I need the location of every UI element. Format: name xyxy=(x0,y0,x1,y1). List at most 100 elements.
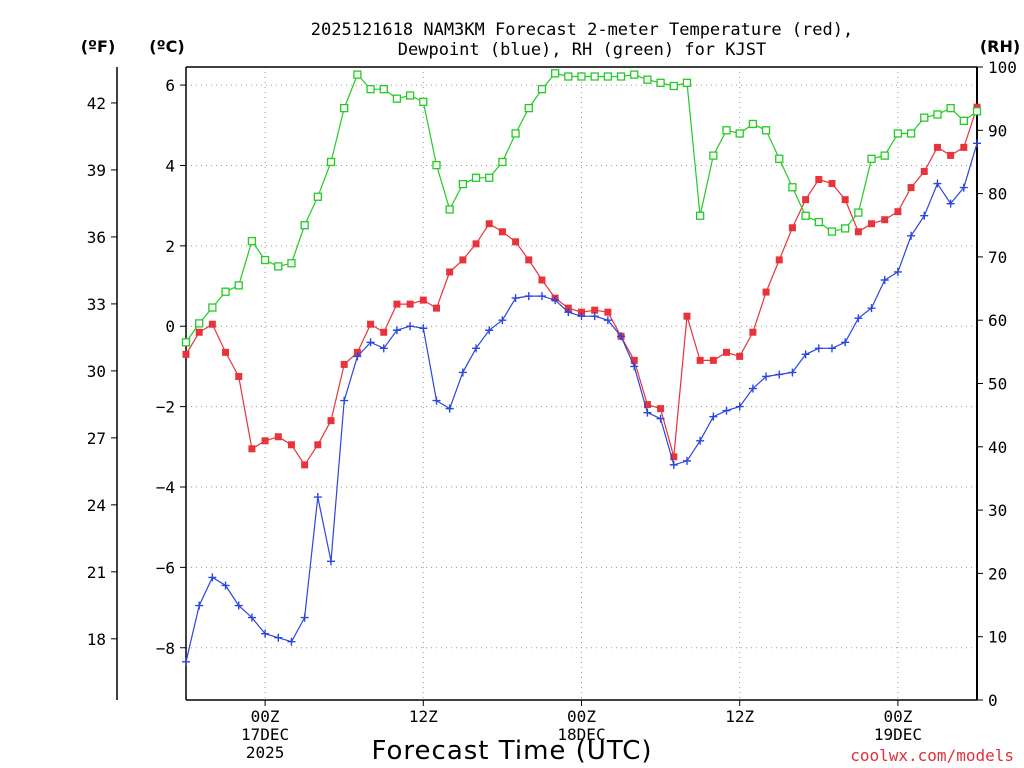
rh-point xyxy=(458,179,468,189)
rh-point xyxy=(392,94,402,103)
rh-point xyxy=(788,183,797,192)
dewpoint-point xyxy=(577,312,586,321)
rh-point xyxy=(748,119,758,129)
dewpoint-point xyxy=(854,314,863,323)
dewpoint-point xyxy=(432,396,441,405)
dewpoint-point xyxy=(907,231,916,240)
rh-point xyxy=(682,78,692,87)
temperature-point xyxy=(353,348,361,356)
dewpoint-point xyxy=(353,352,362,361)
rh-point xyxy=(537,85,547,94)
rh-point xyxy=(340,103,349,113)
rh-point xyxy=(498,157,507,167)
rh-point xyxy=(867,154,876,163)
dewpoint-point xyxy=(208,573,217,582)
rh-point xyxy=(906,129,916,138)
temperature-point xyxy=(274,433,282,441)
rh-tick-label: 100 xyxy=(988,58,1017,77)
fahrenheit-axis-unit: (ºF) xyxy=(81,37,116,56)
temperature-point xyxy=(643,401,651,409)
celsius-tick-label: 0 xyxy=(165,317,175,336)
temperature-point xyxy=(841,196,849,204)
temperature-point xyxy=(446,268,454,276)
dewpoint-point xyxy=(366,338,375,347)
temperature-point xyxy=(564,304,572,312)
temperature-point xyxy=(802,196,810,204)
time-tick-label: 12Z xyxy=(409,707,438,726)
celsius-tick-label: 2 xyxy=(165,237,175,256)
temperature-point xyxy=(525,256,533,264)
rh-point xyxy=(300,221,309,230)
temperature-point xyxy=(512,238,520,246)
dewpoint-point xyxy=(485,326,494,335)
temperature-point xyxy=(696,356,704,364)
rh-point xyxy=(181,338,191,347)
dewpoint-point xyxy=(406,322,415,331)
chart-title-line-2: Dewpoint (blue), RH (green) for KJST xyxy=(398,40,766,60)
rh-point xyxy=(260,255,270,265)
temperature-point xyxy=(591,306,599,314)
temperature-point xyxy=(933,143,941,151)
dewpoint-point xyxy=(419,324,428,333)
rh-point xyxy=(801,211,810,220)
rh-point xyxy=(643,75,652,84)
rh-tick-label: 0 xyxy=(988,691,998,710)
temperature-point xyxy=(907,184,915,192)
rh-point xyxy=(669,81,678,91)
temperature-point xyxy=(222,348,230,356)
rh-tick-label: 30 xyxy=(988,501,1007,520)
dewpoint-point xyxy=(722,406,731,415)
temperature-point xyxy=(393,300,401,308)
fahrenheit-tick-label: 18 xyxy=(87,630,106,649)
rh-point xyxy=(761,126,771,135)
rh-point xyxy=(234,281,243,290)
dewpoint-point xyxy=(511,294,520,303)
fahrenheit-tick-label: 33 xyxy=(87,295,106,314)
temperature-point xyxy=(947,151,955,159)
dewpoint-point xyxy=(893,267,902,276)
rh-point xyxy=(827,227,837,236)
celsius-axis-unit: (ºC) xyxy=(149,37,184,56)
temperature-point xyxy=(736,352,744,360)
dewpoint-point xyxy=(762,372,771,381)
dewpoint-point xyxy=(827,344,836,353)
rh-point xyxy=(616,72,626,81)
dewpoint-point xyxy=(775,370,784,379)
rh-tick-label: 70 xyxy=(988,248,1007,267)
dewpoint-point xyxy=(973,139,981,148)
temperature-point xyxy=(815,176,823,184)
rh-point xyxy=(933,110,942,119)
dewpoint-point xyxy=(392,326,401,335)
rh-point xyxy=(511,129,520,138)
temperature-point xyxy=(828,180,836,188)
temperature-point xyxy=(261,437,269,445)
temperature-point xyxy=(472,240,480,248)
celsius-tick-label: −4 xyxy=(156,478,175,497)
chart-title-line-1: 2025121618 NAM3KM Forecast 2-meter Tempe… xyxy=(311,20,853,40)
celsius-tick-label: 4 xyxy=(165,156,175,175)
temperature-point xyxy=(868,220,876,228)
dewpoint-point xyxy=(472,344,481,353)
temperature-point xyxy=(327,417,335,425)
temperature-point xyxy=(419,296,427,304)
rh-point xyxy=(221,287,230,296)
dewpoint-point xyxy=(696,436,705,445)
temperature-point xyxy=(195,328,203,336)
data-series xyxy=(181,69,982,666)
temperature-point xyxy=(920,167,928,175)
rh-point xyxy=(287,259,296,268)
temperature-point xyxy=(657,405,665,413)
rh-point xyxy=(419,97,428,106)
rh-point xyxy=(946,103,955,113)
rh-tick-label: 90 xyxy=(988,121,1007,140)
grid-lines xyxy=(186,67,977,700)
temperature-point xyxy=(340,360,348,368)
temperature-point xyxy=(881,216,889,224)
dewpoint-point xyxy=(643,408,652,417)
temperature-point xyxy=(498,228,506,236)
rh-tick-label: 80 xyxy=(988,185,1007,204)
dewpoint-point xyxy=(287,637,296,646)
dewpoint-point xyxy=(300,613,309,622)
temperature-point xyxy=(314,441,322,449)
